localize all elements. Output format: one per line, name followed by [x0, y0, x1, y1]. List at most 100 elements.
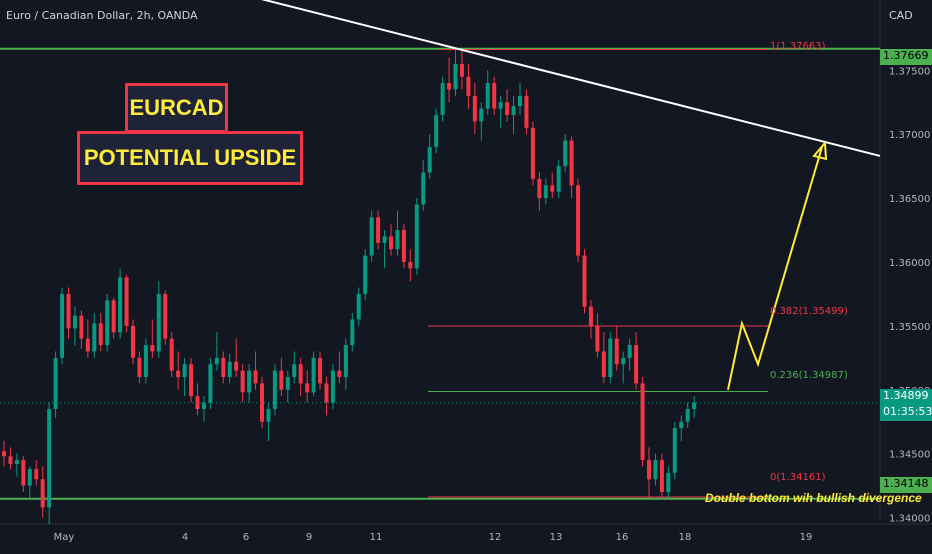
potential-upside-box[interactable]: POTENTIAL UPSIDE [77, 131, 303, 185]
candle-body [485, 83, 490, 109]
candle-body [195, 396, 200, 409]
candle-body [98, 323, 103, 346]
candle-body [311, 357, 316, 393]
candle-body [363, 255, 368, 294]
pair-label-box[interactable]: EURCAD [125, 83, 228, 133]
candle-body [285, 377, 290, 390]
candle-body [550, 185, 555, 192]
double-bottom-note[interactable]: Double bottom wih bullish divergence [705, 491, 922, 505]
candle-body [298, 364, 303, 384]
candle-body [543, 185, 548, 199]
candle-body [66, 293, 71, 329]
candle-body [2, 451, 6, 457]
candle-body [292, 364, 297, 378]
fib-level-0382-label: 0.382(1.35499) [770, 306, 848, 317]
candle-body [221, 357, 226, 378]
candle-body [27, 469, 32, 486]
candle-body [685, 408, 690, 422]
candle-body [666, 472, 671, 493]
x-tick-label: 16 [616, 532, 629, 543]
candle-body [208, 364, 213, 403]
candle-body [182, 364, 187, 378]
candle-body [324, 383, 329, 403]
candle-body [330, 370, 335, 403]
candle-body [376, 217, 381, 243]
candle-body [582, 255, 587, 307]
candle-body [588, 306, 593, 326]
candle-body [692, 402, 697, 409]
candle-body [227, 361, 232, 378]
candle-body [350, 319, 355, 346]
candle-body [479, 108, 484, 122]
candle-body [60, 293, 65, 358]
fib-level-0-label: 0(1.34161) [770, 472, 826, 483]
y-tick-label: 1.36000 [889, 258, 930, 269]
candle-body [47, 408, 52, 508]
candle-body [124, 277, 129, 326]
candle-body [305, 383, 310, 393]
resistance-price-label: 1.37669 [880, 49, 932, 65]
y-tick-label: 1.34500 [889, 450, 930, 461]
candle-body [169, 338, 174, 371]
fib-level-1-label: 1(1.37663) [770, 41, 826, 52]
candle-body [72, 315, 77, 329]
x-tick-label: 11 [370, 532, 383, 543]
candle-body [14, 460, 19, 464]
candle-body [253, 370, 258, 384]
x-tick-label: 19 [800, 532, 813, 543]
candle-body [459, 63, 464, 77]
candle-body [260, 383, 264, 422]
bar-countdown-label: 01:35:53 [880, 405, 932, 421]
candle-body [79, 315, 84, 339]
candle-body [318, 357, 323, 384]
candle-body [266, 408, 271, 422]
candle-body [518, 95, 522, 107]
candle-body [614, 338, 619, 365]
candle-body [440, 83, 445, 116]
y-tick-label: 1.34000 [889, 514, 930, 525]
projection-arrowhead [812, 140, 828, 161]
support-price-label: 1.34148 [880, 477, 932, 493]
candle-body [131, 325, 135, 358]
candle-body [234, 361, 239, 371]
x-tick-label: 4 [182, 532, 188, 543]
candle-body [85, 338, 90, 352]
x-tick-label: May [54, 532, 75, 543]
x-tick-label: 6 [243, 532, 249, 543]
candle-body [595, 325, 600, 352]
candle-body [672, 428, 677, 473]
candle-body [389, 236, 393, 250]
candle-body [569, 140, 574, 186]
candle-body [634, 345, 639, 384]
candle-body [434, 115, 439, 147]
candle-body [576, 185, 581, 256]
candle-body [401, 230, 406, 262]
candle-body [21, 460, 26, 486]
candle-body [369, 217, 374, 256]
candle-body [8, 456, 13, 464]
projection-path [727, 146, 823, 391]
candle-body [421, 172, 426, 205]
x-tick-label: 13 [550, 532, 563, 543]
candle-body [408, 262, 413, 269]
candle-body [601, 351, 606, 378]
candle-body [414, 204, 419, 269]
candle-body [498, 102, 503, 109]
candle-body [279, 370, 284, 390]
candle-body [111, 300, 116, 333]
candle-body [34, 469, 39, 480]
candle-body [653, 460, 658, 480]
candle-body [247, 370, 252, 393]
candle-body [150, 345, 155, 352]
symbol-title[interactable]: Euro / Canadian Dollar, 2h, OANDA [6, 9, 198, 22]
candle-body [427, 146, 432, 173]
candle-body [627, 345, 632, 358]
candle-body [556, 166, 561, 192]
candle-body [272, 370, 277, 409]
candle-body [524, 95, 529, 128]
candle-body [472, 95, 477, 122]
candle-body [156, 293, 161, 352]
candle-body [492, 83, 497, 109]
candle-body [679, 421, 684, 429]
